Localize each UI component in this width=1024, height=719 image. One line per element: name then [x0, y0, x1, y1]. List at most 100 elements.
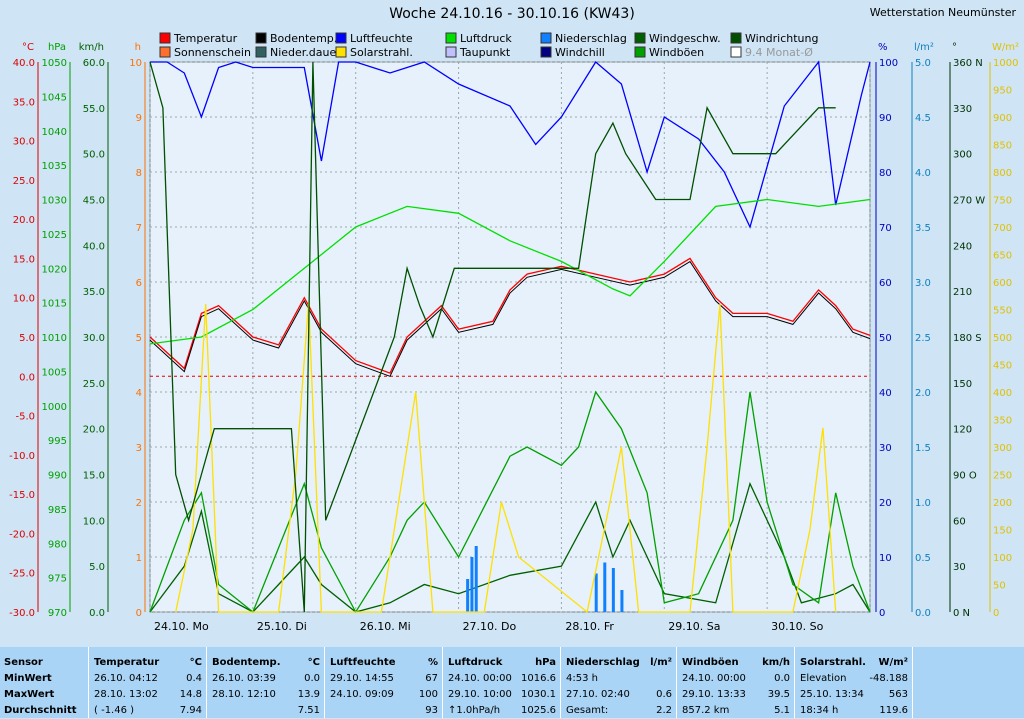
axis-unit-left-3: h — [135, 42, 141, 53]
legend-swatch — [255, 46, 267, 58]
column-unit: hPa — [535, 657, 556, 668]
axis-unit-right-3: W/m² — [992, 42, 1019, 53]
day-label: 26.10. Mi — [360, 620, 411, 633]
axis-tick-right-3: 50 — [993, 581, 1006, 592]
column-separator — [794, 647, 795, 718]
stats-row: 26.10. 03:39 0.0 — [208, 671, 324, 687]
column-separator — [676, 647, 677, 718]
axis-unit-right-2: ° — [952, 42, 957, 53]
stats-value: 0.0 — [774, 673, 790, 684]
axis-tick-left-3: 8 — [136, 168, 142, 179]
legend-label: Bodentemp. — [270, 32, 337, 45]
series-windrichtung — [149, 61, 836, 613]
axis-tick-left-2: 5.0 — [89, 562, 105, 573]
axis-tick-right-1: 1.0 — [915, 498, 931, 509]
axis-unit-left-2: km/h — [79, 42, 104, 53]
row-label-text: Sensor — [4, 657, 43, 668]
axis-tick-left-2: 60.0 — [83, 58, 105, 69]
legend-swatch — [445, 32, 457, 44]
stats-row: 29.10. 14:55 67 — [326, 671, 442, 687]
axis-tick-left-1: 1020 — [42, 264, 67, 275]
axis-tick-left-1: 990 — [48, 471, 67, 482]
stats-value: 0.4 — [186, 673, 202, 684]
axis-tick-left-0: 5.0 — [19, 333, 35, 344]
stats-value: 1016.6 — [521, 673, 556, 684]
row-label: Durchschnitt — [0, 703, 88, 719]
stats-label: 857.2 km — [682, 705, 730, 716]
stats-column-bodentemp-: Bodentemp. °C 26.10. 03:39 0.0 28.10. 12:10 1… — [208, 647, 324, 718]
column-header: Solarstrahl. W/m² — [796, 655, 912, 671]
axis-tick-left-3: 2 — [136, 498, 142, 509]
chart-title: Woche 24.10.16 - 30.10.16 (KW43) — [389, 6, 635, 22]
stats-value: 7.51 — [297, 705, 320, 716]
axis-tick-right-3: 850 — [993, 141, 1012, 152]
axis-tick-left-3: 1 — [136, 553, 142, 564]
axis-tick-left-2: 30.0 — [83, 333, 105, 344]
axis-tick-right-0: 50 — [879, 333, 892, 344]
axis-tick-right-1: 3.5 — [915, 223, 931, 234]
stats-label: 26.10. 03:39 — [212, 673, 276, 684]
column-header: Windböen km/h — [678, 655, 794, 671]
axis-tick-left-2: 55.0 — [83, 104, 105, 115]
stats-value: 13.9 — [297, 689, 320, 700]
axis-tick-right-3: 100 — [993, 553, 1012, 564]
axis-tick-right-3: 200 — [993, 498, 1012, 509]
axis-tick-right-3: 0 — [993, 608, 999, 619]
column-title: Solarstrahl. — [800, 657, 866, 668]
row-label-text: MinWert — [4, 673, 52, 684]
axis-tick-right-1: 3.0 — [915, 278, 931, 289]
stats-label: 29.10. 10:00 — [448, 689, 512, 700]
stats-label: 4:53 h — [566, 673, 598, 684]
stats-row: 25.10. 13:34 563 — [796, 687, 912, 703]
axis-tick-left-0: -15.0 — [9, 490, 35, 501]
stats-label: ( -1.46 ) — [94, 705, 135, 716]
axis-tick-left-1: 985 — [48, 505, 67, 516]
stats-row: ↑1.0hPa/h 1025.6 — [444, 703, 560, 719]
stats-row: 24.10. 09:09 100 — [326, 687, 442, 703]
stats-label: 24.10. 00:00 — [682, 673, 746, 684]
axis-tick-left-3: 7 — [136, 223, 142, 234]
stats-value: 1030.1 — [521, 689, 556, 700]
day-label: 24.10. Mo — [154, 620, 209, 633]
axis-tick-right-3: 400 — [993, 388, 1012, 399]
row-label: MinWert — [0, 671, 88, 687]
axis-tick-left-3: 5 — [136, 333, 142, 344]
axis-tick-left-1: 1000 — [42, 402, 67, 413]
column-unit: W/m² — [878, 657, 908, 668]
column-title: Temperatur — [94, 657, 160, 668]
legend-swatch — [335, 46, 347, 58]
axis-tick-right-3: 700 — [993, 223, 1012, 234]
axis-tick-right-3: 750 — [993, 196, 1012, 207]
legend-swatch — [255, 32, 267, 44]
stats-row: Gesamt: 2.2 — [562, 703, 676, 719]
axis-tick-right-0: 90 — [879, 113, 892, 124]
day-label: 27.10. Do — [463, 620, 517, 633]
axis-tick-right-0: 0 — [879, 608, 885, 619]
column-separator — [560, 647, 561, 718]
stats-row: 24.10. 00:00 0.0 — [678, 671, 794, 687]
column-separator — [88, 647, 89, 718]
stats-row: 24.10. 00:00 1016.6 — [444, 671, 560, 687]
axis-tick-left-1: 1025 — [42, 230, 67, 241]
legend-swatch — [445, 46, 457, 58]
axis-tick-right-0: 20 — [879, 498, 892, 509]
axis-tick-right-3: 550 — [993, 306, 1012, 317]
axis-tick-right-3: 150 — [993, 526, 1012, 537]
station-name: Wetterstation Neumünster — [869, 6, 1016, 19]
stats-row: 93 — [326, 703, 442, 719]
axis-tick-right-3: 250 — [993, 471, 1012, 482]
axis-tick-right-2: 300 — [953, 150, 972, 161]
legend-label: Nieder.dauer — [270, 46, 341, 59]
series-niederschlag-bar — [474, 546, 478, 612]
axis-tick-right-2: 270 W — [953, 196, 985, 207]
axis-tick-right-0: 40 — [879, 388, 892, 399]
series-solarstrahl- — [175, 302, 837, 614]
legend-swatch — [730, 32, 742, 44]
stats-row: ( -1.46 ) 7.94 — [90, 703, 206, 719]
axis-tick-right-3: 1000 — [993, 58, 1018, 69]
series-luftdruck — [149, 198, 871, 345]
axis-tick-left-1: 1035 — [42, 161, 67, 172]
axis-tick-left-0: -25.0 — [9, 569, 35, 580]
series-luftfeuchte — [150, 60, 871, 229]
column-unit: km/h — [762, 657, 790, 668]
